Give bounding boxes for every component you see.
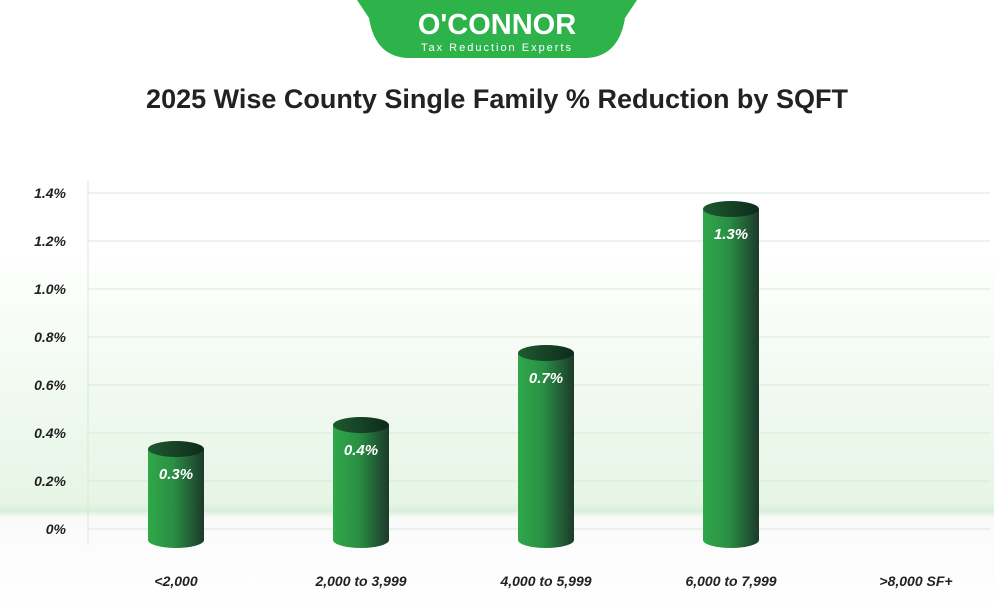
bar [148, 449, 204, 548]
y-tick-label: 1.0% [34, 281, 66, 297]
y-tick-label: 1.2% [34, 233, 66, 249]
data-label: 0.4% [344, 442, 378, 459]
y-tick-label: 0.2% [34, 473, 66, 489]
data-label: 0.7% [529, 370, 563, 387]
bar-top [148, 441, 204, 457]
bar [333, 425, 389, 548]
y-tick-label: 0.4% [34, 425, 66, 441]
x-tick-label: >8,000 SF+ [879, 573, 952, 589]
svg-text:O'CONNOR: O'CONNOR [418, 9, 576, 41]
x-tick-label: 2,000 to 3,999 [314, 573, 406, 589]
y-tick-label: 0.6% [34, 377, 66, 393]
bar-top [518, 345, 574, 361]
x-tick-label: 4,000 to 5,999 [499, 573, 591, 589]
bar-top [703, 201, 759, 217]
x-tick-label: <2,000 [154, 573, 197, 589]
bar [703, 209, 759, 548]
background [0, 250, 994, 612]
y-tick-label: 1.4% [34, 185, 66, 201]
oconnor-logo: O'CONNOR Tax Reduction Experts [357, 0, 637, 58]
x-tick-label: 6,000 to 7,999 [685, 573, 776, 589]
bar [518, 353, 574, 548]
y-tick-label: 0% [46, 521, 67, 537]
data-label: 0.3% [159, 466, 193, 483]
data-label: 1.3% [714, 226, 748, 243]
svg-text:Tax Reduction Experts: Tax Reduction Experts [421, 42, 573, 54]
bar-top [333, 417, 389, 433]
chart-title: 2025 Wise County Single Family % Reducti… [146, 84, 848, 114]
y-tick-label: 0.8% [34, 329, 66, 345]
